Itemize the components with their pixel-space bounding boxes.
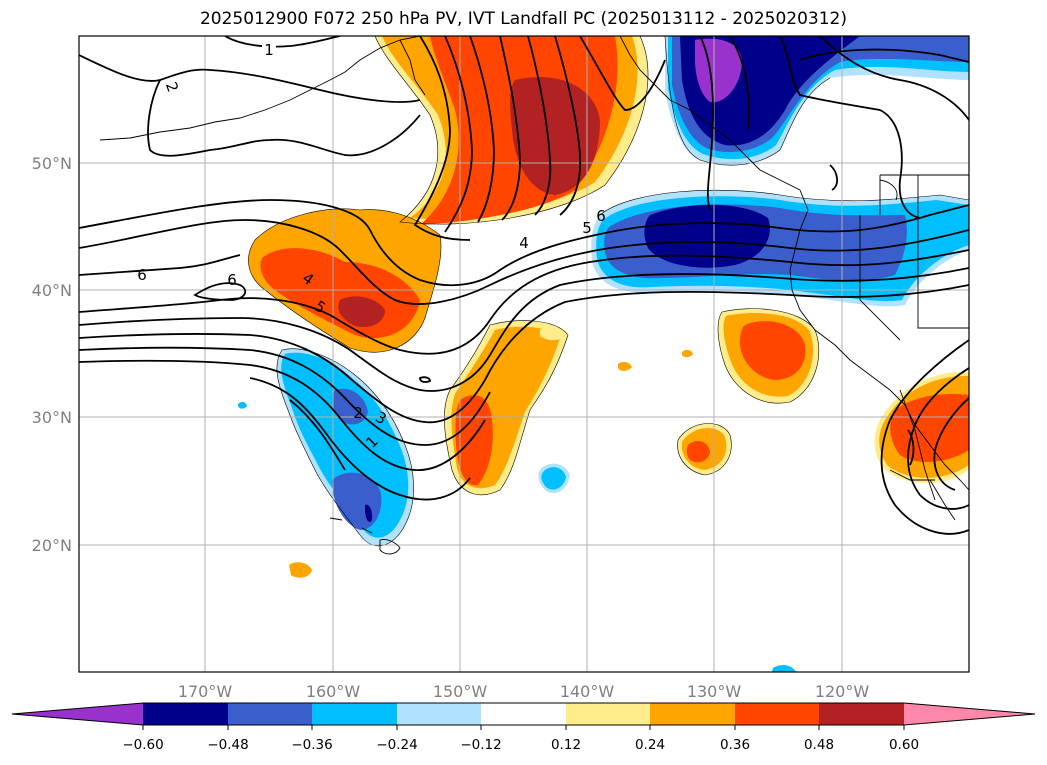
lon-label-150w: 150°W: [433, 682, 488, 701]
colorbar-tick-label: −0.60: [122, 737, 163, 753]
graticule: [79, 36, 969, 672]
contour-label: 6: [596, 207, 606, 225]
lat-label-40n: 40°N: [32, 281, 72, 300]
colorbar: −0.60 −0.48 −0.36 −0.24 −0.12 0.12 0.24 …: [11, 702, 1036, 753]
lat-label-20n: 20°N: [32, 536, 72, 555]
positive-anomaly-subtropical-streak: [444, 320, 568, 495]
colorbar-segment: [143, 703, 228, 725]
colorbar-extend-high: [904, 703, 1035, 725]
contour-label: 1: [264, 41, 274, 59]
lon-label-160w: 160°W: [306, 682, 361, 701]
colorbar-segment: [481, 703, 566, 725]
positive-anomaly-off-california: [718, 308, 819, 404]
map-frame: [78, 35, 970, 673]
map-plot-area: 1 2 6 6 4 5 4 5 6 2 3 1: [79, 36, 969, 672]
contour-label: 6: [227, 271, 237, 289]
colorbar-segment: [650, 703, 735, 725]
colorbar-tick-label: −0.36: [291, 737, 332, 753]
colorbar-tick-label: 0.36: [720, 737, 750, 753]
latitude-labels: 50°N 40°N 30°N 20°N: [32, 154, 72, 555]
positive-anomaly-small-blobs: [289, 325, 732, 578]
colorbar-tick-label: 0.12: [551, 737, 581, 753]
colorbar-segment: [312, 703, 397, 725]
colorbar-tick-label: 0.60: [889, 737, 919, 753]
coastlines: [99, 36, 969, 555]
lon-label-130w: 130°W: [687, 682, 742, 701]
colorbar-tick-label: 0.24: [635, 737, 665, 753]
contour-label: 6: [137, 266, 147, 284]
colorbar-segment: [735, 703, 819, 725]
lon-label-120w: 120°W: [815, 682, 870, 701]
map-title: 2025012900 F072 250 hPa PV, IVT Landfall…: [199, 9, 847, 29]
colorbar-tick-label: −0.48: [207, 737, 248, 753]
longitude-labels: 170°W 160°W 150°W 140°W 130°W 120°W: [178, 682, 870, 701]
colorbar-segment: [566, 703, 650, 725]
colorbar-extend-low: [12, 703, 143, 725]
lat-label-30n: 30°N: [32, 408, 72, 427]
contour-lines: [79, 36, 969, 535]
lon-label-170w: 170°W: [178, 682, 233, 701]
positive-anomaly-central-pacific: [248, 208, 442, 353]
negative-anomaly-northeast-pacific: [591, 190, 969, 307]
colorbar-tick-label: −0.12: [460, 737, 501, 753]
colorbar-segment: [819, 703, 904, 725]
colorbar-segment: [397, 703, 481, 725]
contour-label: 2: [353, 404, 363, 422]
anomaly-outlines: [248, 36, 969, 547]
lon-label-140w: 140°W: [560, 682, 615, 701]
colorbar-tick-label: −0.24: [376, 737, 417, 753]
colorbar-tick-label: 0.48: [804, 737, 834, 753]
colorbar-segment: [228, 703, 312, 725]
lat-label-50n: 50°N: [32, 154, 72, 173]
negative-anomaly-subtropical: [238, 348, 796, 672]
contour-label: 5: [582, 219, 592, 237]
contour-label: 4: [519, 234, 529, 252]
